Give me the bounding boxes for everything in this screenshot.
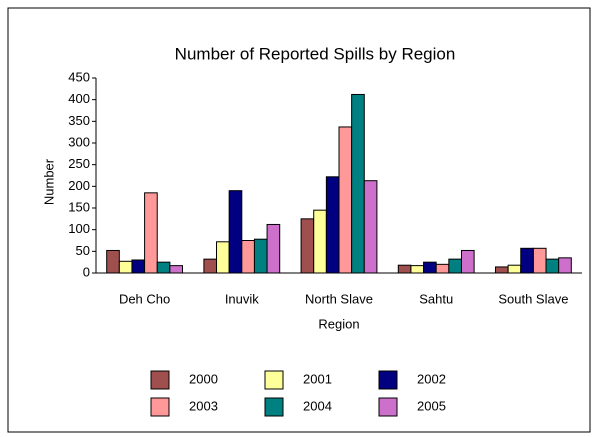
bar <box>338 126 353 274</box>
bar <box>156 261 171 274</box>
legend-label: 2004 <box>303 398 332 413</box>
bar <box>448 258 462 274</box>
legend-swatch <box>378 370 398 390</box>
y-tick-label: 450 <box>68 69 90 84</box>
bar <box>325 176 340 274</box>
y-tick-label: 300 <box>68 134 90 149</box>
y-axis-label: Number <box>41 158 56 205</box>
legend-swatch <box>264 370 284 390</box>
legend-swatch <box>150 397 170 417</box>
bar <box>545 258 560 274</box>
bar <box>131 259 146 274</box>
bar <box>351 93 365 274</box>
legend-label: 2002 <box>417 371 446 386</box>
bar <box>558 257 572 274</box>
y-tick-label: 50 <box>76 243 90 258</box>
x-tick-label: Inuvik <box>225 291 259 306</box>
bar <box>397 264 412 274</box>
y-tick-label: 150 <box>68 199 90 214</box>
legend-label: 2003 <box>189 398 218 413</box>
y-tick-label: 100 <box>68 221 90 236</box>
legend-swatch <box>150 370 170 390</box>
legend-swatch <box>264 397 284 417</box>
x-tick-label: South Slave <box>498 291 568 306</box>
y-tick-label: 250 <box>68 156 90 171</box>
chart-title: Number of Reported Spills by Region <box>175 44 456 63</box>
legend-swatch <box>378 397 398 417</box>
bar <box>253 238 268 274</box>
bar <box>410 265 425 274</box>
bar <box>313 209 327 274</box>
bar <box>144 192 158 274</box>
bar <box>435 263 450 274</box>
bar <box>203 258 218 274</box>
bar <box>300 218 315 274</box>
y-tick-label: 350 <box>68 113 90 128</box>
bar <box>363 180 378 274</box>
bar <box>460 249 475 274</box>
bar <box>266 223 281 274</box>
bar <box>423 261 437 274</box>
bar <box>532 247 547 274</box>
bar <box>520 247 534 274</box>
bar <box>216 241 230 274</box>
bar <box>228 190 243 274</box>
y-tick-label: 0 <box>83 264 90 279</box>
chart-frame <box>7 7 591 433</box>
y-tick-label: 400 <box>68 91 90 106</box>
x-tick-label: Deh Cho <box>119 291 170 306</box>
legend-label: 2005 <box>417 398 446 413</box>
bar <box>106 249 120 274</box>
legend-label: 2001 <box>303 371 332 386</box>
bar <box>507 264 522 274</box>
bar <box>118 260 133 274</box>
y-tick-label: 200 <box>68 178 90 193</box>
bar <box>241 240 255 274</box>
x-tick-label: North Slave <box>305 291 373 306</box>
x-axis-label: Region <box>318 316 359 331</box>
x-tick-label: Sahtu <box>419 291 453 306</box>
bar <box>494 266 509 274</box>
legend-label: 2000 <box>189 371 218 386</box>
bar <box>169 265 184 274</box>
